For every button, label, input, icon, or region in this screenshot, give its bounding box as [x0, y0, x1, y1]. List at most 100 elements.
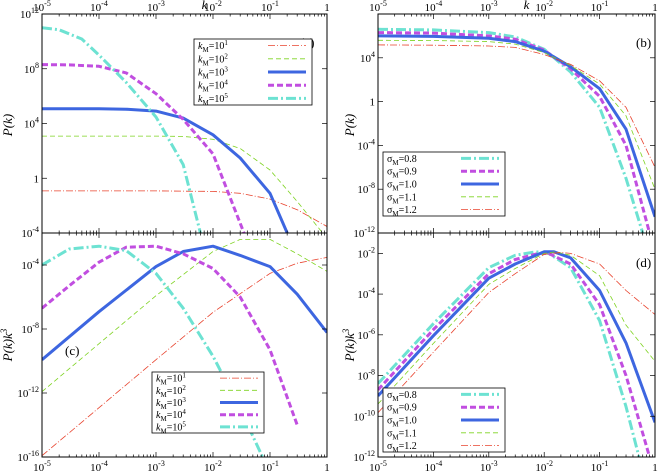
legend-label: kM=102 — [156, 384, 186, 399]
x-axis-title: k — [202, 0, 208, 12]
legend-label: σM=0.8 — [387, 154, 417, 167]
series-line — [378, 250, 655, 423]
series-line — [378, 251, 655, 405]
legend-label: σM=1.1 — [387, 428, 417, 441]
legend-label: kM=103 — [198, 66, 228, 81]
y-tick-label: 1012 — [20, 6, 39, 21]
legend-label: σM=0.8 — [387, 390, 417, 403]
curves — [378, 250, 655, 457]
x-tick-label: 10-4 — [425, 459, 443, 474]
y-tick-label: 10-4 — [21, 225, 39, 240]
series-line — [42, 107, 289, 233]
series-line — [378, 44, 655, 168]
y-axis-title: P(k) — [0, 114, 15, 137]
legend-label: σM=1.1 — [387, 192, 417, 205]
panel-tag: (c) — [65, 343, 79, 358]
legend-label: kM=104 — [156, 408, 186, 423]
legend-label: kM=105 — [198, 92, 228, 107]
y-tick-label: 10-10 — [353, 408, 375, 423]
legend-label: kM=101 — [156, 372, 186, 387]
y-axis-title: P(k)k3 — [341, 328, 357, 362]
x-tick-label: 10-2 — [204, 459, 222, 474]
y-tick-label: 1 — [370, 97, 376, 109]
y-tick-label: 104 — [360, 50, 375, 65]
curves — [378, 27, 655, 233]
x-tick-label: 10-3 — [480, 459, 498, 474]
series-line — [378, 252, 655, 413]
series-line — [42, 244, 327, 361]
y-tick-label: 10-12 — [353, 225, 375, 240]
y-tick-label: 10-4 — [357, 137, 375, 152]
x-tick-label: 10-1 — [261, 0, 279, 14]
x-tick-label: 10-5 — [369, 459, 387, 474]
legend: σM=0.8σM=0.9σM=1.0σM=1.1σM=1.2 — [382, 387, 506, 454]
y-tick-label: 10-8 — [357, 181, 375, 196]
y-tick-label: 104 — [24, 116, 39, 131]
series-line — [42, 135, 324, 233]
y-tick-label: 10-16 — [17, 449, 39, 464]
series-line — [42, 63, 246, 233]
legend-label: σM=1.0 — [387, 416, 417, 429]
panel-b: 10-5 10-4 10-3 10-2 10-1 1 104 1 10-4 10-8 10-12 k P… — [342, 0, 658, 240]
panel-a: 10-5 10-4 10-3 10-2 10-1 1 1012 108 104 1 10-4 k P(k… — [0, 0, 330, 240]
y-tick-label: 10-4 — [357, 286, 375, 301]
y-tick-label: 10-8 — [357, 368, 375, 383]
panel-c: 10-5 10-4 10-3 10-2 10-1 1 10-4 10-8 10-12 10-16 k… — [0, 232, 330, 474]
y-tick-label: 10-12 — [353, 449, 375, 464]
series-line — [378, 39, 655, 190]
x-tick-label: 10-2 — [535, 0, 553, 14]
series-line — [378, 31, 652, 233]
x-tick-label: 10-1 — [261, 459, 279, 474]
x-tick-label: 10-5 — [369, 0, 387, 14]
y-tick-label: 10-8 — [21, 321, 39, 336]
x-tick-label: 10-3 — [147, 459, 165, 474]
series-line — [378, 27, 645, 233]
series-line — [378, 34, 655, 218]
x-tick-label: 10-3 — [480, 0, 498, 14]
series-line — [42, 244, 299, 426]
x-tick-label: 10-4 — [425, 0, 443, 14]
legend: σM=0.8σM=0.9σM=1.0σM=1.1σM=1.2 — [382, 151, 506, 218]
legend-label: kM=104 — [198, 79, 228, 94]
y-tick-label: 10-12 — [17, 385, 39, 400]
series-line — [42, 190, 327, 227]
x-axis-title: k — [524, 0, 530, 12]
series-line — [42, 239, 327, 393]
curves — [42, 239, 327, 457]
legend-label: σM=1.2 — [387, 441, 417, 454]
y-tick-label: 10-2 — [357, 245, 375, 260]
legend-label: kM=101 — [198, 39, 228, 54]
y-axis-title: P(k) — [342, 114, 357, 137]
panel-d: 10-5 10-4 10-3 10-2 10-1 1 10-2 10-4 10-6 10-8 10-… — [341, 232, 658, 474]
legend-label: σM=0.9 — [387, 403, 417, 416]
series-line — [42, 26, 202, 233]
y-tick-label: 108 — [24, 61, 39, 76]
legend-label: σM=1.0 — [387, 180, 417, 193]
x-tick-label: 10-4 — [90, 0, 108, 14]
legend-label: kM=102 — [198, 52, 228, 67]
x-tick-label: 10-2 — [204, 0, 222, 14]
plot-frame — [377, 232, 656, 458]
x-tick-label: 10-2 — [535, 459, 553, 474]
panel-tag: (d) — [636, 255, 651, 270]
x-tick-label: 10-1 — [591, 0, 609, 14]
x-tick-label: 10-5 — [33, 0, 51, 14]
x-tick-label: 1 — [652, 2, 658, 14]
series-line — [42, 257, 327, 457]
y-tick-label: 1 — [34, 173, 40, 185]
legend-label: kM=105 — [156, 420, 186, 435]
x-tick-label: 10-5 — [33, 459, 51, 474]
panel-tag: (b) — [636, 35, 651, 50]
x-tick-label: 10-3 — [147, 0, 165, 14]
y-axis-title: P(k)k3 — [0, 328, 15, 362]
legend-label: σM=1.2 — [387, 205, 417, 218]
plot-frame — [41, 232, 328, 458]
legend-label: kM=103 — [156, 396, 186, 411]
curves — [42, 26, 327, 233]
y-tick-label: 10-6 — [357, 327, 375, 342]
x-tick-label: 1 — [652, 462, 658, 474]
y-tick-label: 10-4 — [21, 257, 39, 272]
